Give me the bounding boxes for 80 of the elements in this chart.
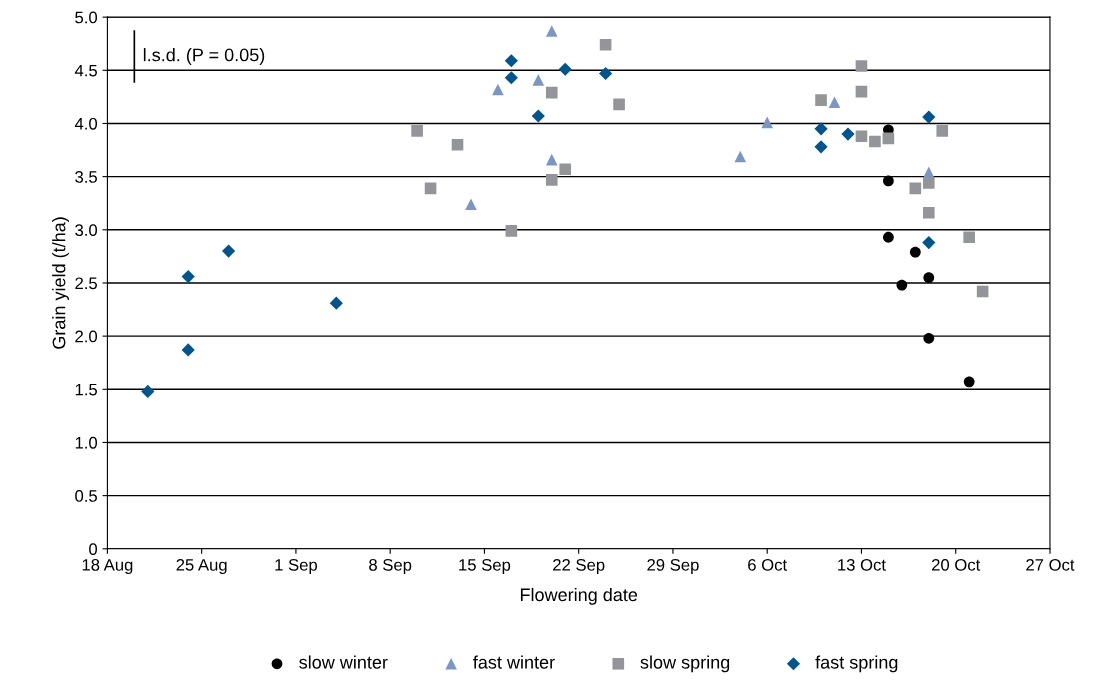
point bbox=[505, 225, 518, 237]
y-tick-label: 5.0 bbox=[75, 11, 98, 24]
x-tick-label: 6 Oct bbox=[748, 558, 787, 571]
x-tick-label: 15 Sep bbox=[459, 558, 511, 575]
x-tick-label: 29 Sep bbox=[647, 558, 699, 575]
x-tick-label: 13 Oct bbox=[838, 558, 886, 571]
point bbox=[761, 116, 774, 129]
point bbox=[882, 132, 895, 145]
point bbox=[963, 231, 975, 244]
x-tick-label: 25 Aug bbox=[176, 558, 227, 575]
point bbox=[329, 296, 343, 310]
point bbox=[869, 135, 881, 148]
point bbox=[504, 71, 518, 85]
point bbox=[814, 122, 828, 136]
point bbox=[424, 182, 437, 195]
point bbox=[909, 246, 921, 258]
x-tick-label: 22 Sep bbox=[553, 558, 605, 575]
x-axis-title: Flowering date bbox=[520, 587, 638, 605]
point bbox=[545, 153, 558, 166]
x-tick-label: 18 Aug bbox=[82, 558, 133, 575]
legend-label: fast winter bbox=[473, 655, 555, 669]
legend-label: fast spring bbox=[815, 655, 898, 673]
y-tick-label: 0 bbox=[89, 543, 98, 555]
point bbox=[936, 125, 949, 137]
y-tick-label: 4.0 bbox=[74, 117, 98, 130]
annotation: l.s.d. (P = 0.05) bbox=[143, 48, 265, 65]
legend-label: slow spring bbox=[640, 655, 730, 673]
point bbox=[963, 376, 975, 388]
point bbox=[599, 38, 612, 51]
x-tick-label: 20 Oct bbox=[932, 558, 981, 571]
point bbox=[923, 332, 935, 344]
point bbox=[883, 231, 894, 243]
point bbox=[976, 285, 989, 298]
point bbox=[855, 130, 868, 143]
point bbox=[923, 272, 935, 284]
x-tick-label: 1 Sep bbox=[275, 558, 317, 575]
point bbox=[451, 138, 464, 151]
point bbox=[883, 175, 894, 187]
point bbox=[181, 343, 195, 357]
point bbox=[922, 206, 935, 219]
point bbox=[222, 244, 236, 258]
point bbox=[559, 163, 572, 176]
point bbox=[465, 198, 477, 211]
point bbox=[828, 96, 841, 109]
point bbox=[599, 66, 613, 81]
point bbox=[922, 110, 936, 124]
point bbox=[896, 279, 908, 291]
point bbox=[734, 150, 747, 163]
point bbox=[531, 109, 545, 123]
y-tick-label: 0.5 bbox=[75, 490, 97, 502]
y-tick-label: 1.0 bbox=[75, 436, 98, 449]
point bbox=[532, 74, 545, 86]
y-tick-label: 4.5 bbox=[74, 64, 97, 77]
legend-label: slow winter bbox=[299, 655, 388, 669]
point bbox=[411, 125, 423, 137]
x-tick-label: 8 Sep bbox=[369, 558, 412, 575]
point bbox=[855, 85, 868, 98]
point bbox=[558, 62, 572, 76]
point bbox=[814, 140, 828, 154]
point bbox=[545, 174, 558, 186]
point bbox=[545, 86, 558, 99]
point bbox=[855, 60, 868, 72]
point bbox=[141, 384, 155, 399]
y-tick-label: 2.0 bbox=[75, 330, 98, 343]
point bbox=[841, 127, 855, 141]
point bbox=[613, 98, 625, 111]
y-tick-label: 3.0 bbox=[75, 224, 98, 237]
point bbox=[815, 94, 827, 106]
point bbox=[504, 54, 518, 68]
point bbox=[181, 270, 195, 284]
point bbox=[545, 25, 558, 37]
y-tick-label: 3.5 bbox=[75, 171, 97, 183]
point bbox=[909, 182, 922, 195]
point bbox=[492, 83, 504, 96]
y-axis-title: Grain yield (t/ha) bbox=[52, 217, 69, 349]
y-tick-label: 1.5 bbox=[75, 383, 97, 396]
y-tick-label: 2.5 bbox=[75, 277, 97, 290]
point bbox=[922, 235, 936, 250]
point bbox=[922, 177, 935, 189]
x-tick-label: 27 Oct bbox=[1026, 558, 1075, 571]
